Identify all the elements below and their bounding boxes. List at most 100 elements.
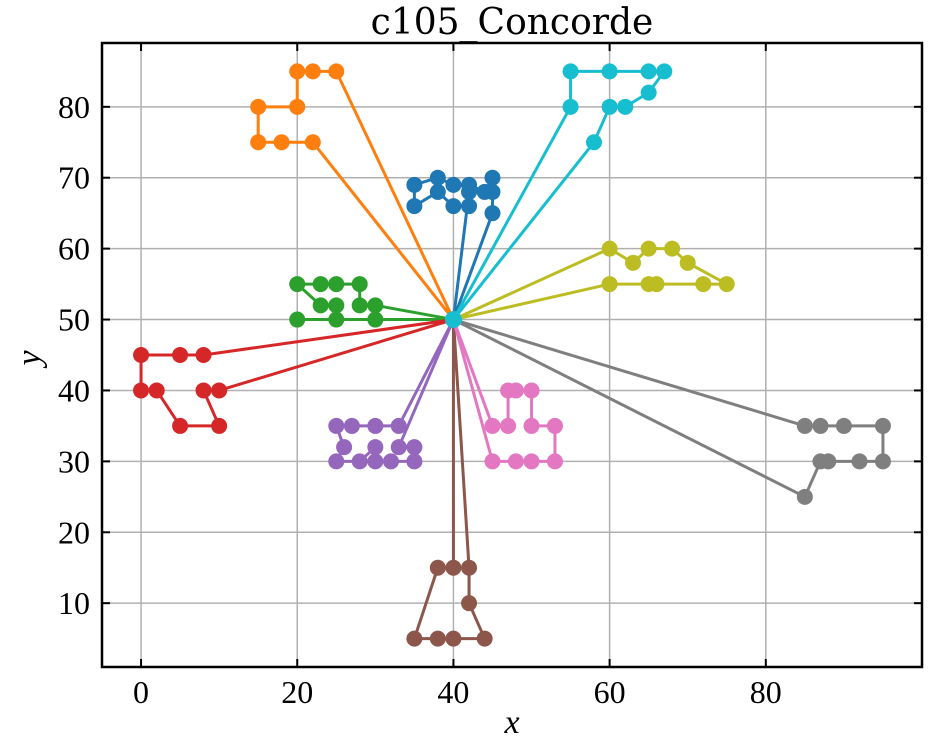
- customer-point: [390, 439, 407, 456]
- customer-point: [351, 453, 368, 470]
- route-series-6: [406, 319, 493, 647]
- route-series-4: [133, 318, 454, 434]
- customer-point: [211, 417, 228, 434]
- customer-point: [328, 453, 345, 470]
- chart-title: c105_Concorde: [371, 2, 654, 43]
- customer-point: [484, 169, 501, 186]
- customer-point: [523, 453, 540, 470]
- customer-point: [445, 559, 462, 576]
- customer-point: [874, 453, 891, 470]
- customer-point: [367, 417, 384, 434]
- customer-point: [601, 240, 618, 257]
- customer-point: [640, 240, 657, 257]
- grid: [102, 43, 922, 667]
- customer-point: [586, 134, 602, 151]
- customer-point: [461, 559, 478, 576]
- customer-point: [312, 297, 329, 314]
- x-tick-label: 0: [133, 674, 149, 710]
- x-tick-label: 20: [281, 674, 313, 710]
- y-tick-label: 20: [58, 514, 90, 550]
- x-tick-label: 80: [750, 674, 782, 710]
- route-series-3: [289, 276, 454, 328]
- customer-point: [476, 630, 493, 647]
- customer-point: [304, 63, 321, 80]
- customer-point: [874, 417, 891, 434]
- route-series-2: [250, 63, 455, 321]
- customer-point: [172, 417, 189, 434]
- customer-point: [343, 417, 360, 434]
- route-line: [452, 318, 885, 499]
- customer-point: [195, 347, 212, 363]
- customer-point: [351, 297, 368, 314]
- route-series-10: [452, 63, 673, 321]
- customer-point: [429, 169, 446, 186]
- customer-point: [406, 439, 423, 456]
- customer-point: [648, 276, 665, 293]
- customer-point: [484, 453, 501, 470]
- customer-point: [461, 198, 478, 215]
- route-series-9: [452, 240, 735, 322]
- customer-point: [640, 63, 657, 80]
- customer-point: [250, 134, 267, 151]
- customer-point: [328, 297, 345, 314]
- customer-point: [617, 98, 634, 115]
- customer-point: [461, 595, 478, 612]
- x-tick-label: 60: [594, 674, 626, 710]
- customer-point: [273, 134, 290, 151]
- customer-point: [289, 63, 306, 80]
- customer-point: [484, 205, 501, 222]
- customer-point: [601, 63, 618, 80]
- customer-point: [429, 559, 446, 576]
- customer-point: [312, 276, 329, 293]
- customer-point: [250, 98, 267, 115]
- customer-point: [664, 240, 681, 257]
- customer-point: [523, 417, 540, 434]
- y-tick-label: 60: [58, 231, 90, 267]
- customer-point: [835, 417, 852, 434]
- customer-point: [500, 417, 517, 434]
- customer-point: [195, 382, 212, 399]
- customer-point: [796, 488, 813, 505]
- customer-point: [507, 453, 524, 470]
- customer-point: [562, 98, 579, 115]
- customer-point: [851, 453, 868, 470]
- route-line: [256, 69, 455, 321]
- route-series-5: [328, 318, 455, 470]
- customer-point: [367, 311, 384, 328]
- customer-point: [382, 453, 399, 470]
- customer-point: [640, 84, 657, 101]
- route-series-8: [452, 318, 891, 505]
- customer-point: [695, 276, 712, 293]
- customer-point: [367, 297, 384, 314]
- customer-point: [562, 63, 579, 80]
- depot-point: [444, 311, 462, 329]
- customer-point: [328, 276, 345, 293]
- customer-point: [328, 63, 345, 80]
- y-tick-label: 80: [58, 89, 90, 125]
- customer-point: [390, 417, 407, 434]
- customer-point: [445, 198, 462, 215]
- customer-point: [445, 630, 462, 647]
- customer-point: [445, 176, 462, 193]
- customer-point: [546, 417, 563, 434]
- customer-point: [328, 417, 345, 434]
- customer-point: [336, 439, 353, 456]
- customer-point: [289, 276, 306, 293]
- customer-point: [289, 98, 306, 115]
- customer-point: [367, 439, 384, 456]
- route-series-1: [406, 169, 501, 321]
- customer-point: [133, 382, 150, 399]
- customer-point: [796, 417, 813, 434]
- y-tick-label: 30: [58, 443, 90, 479]
- customer-point: [406, 176, 423, 193]
- customer-point: [523, 382, 540, 399]
- plot-frame: [100, 41, 924, 669]
- customer-point: [679, 254, 696, 271]
- customer-point: [461, 176, 478, 193]
- x-tick-label: 40: [437, 674, 469, 710]
- y-tick-label: 50: [58, 302, 90, 338]
- customer-point: [507, 382, 524, 399]
- customer-point: [601, 98, 618, 115]
- customer-point: [289, 311, 306, 328]
- customer-point: [601, 276, 618, 293]
